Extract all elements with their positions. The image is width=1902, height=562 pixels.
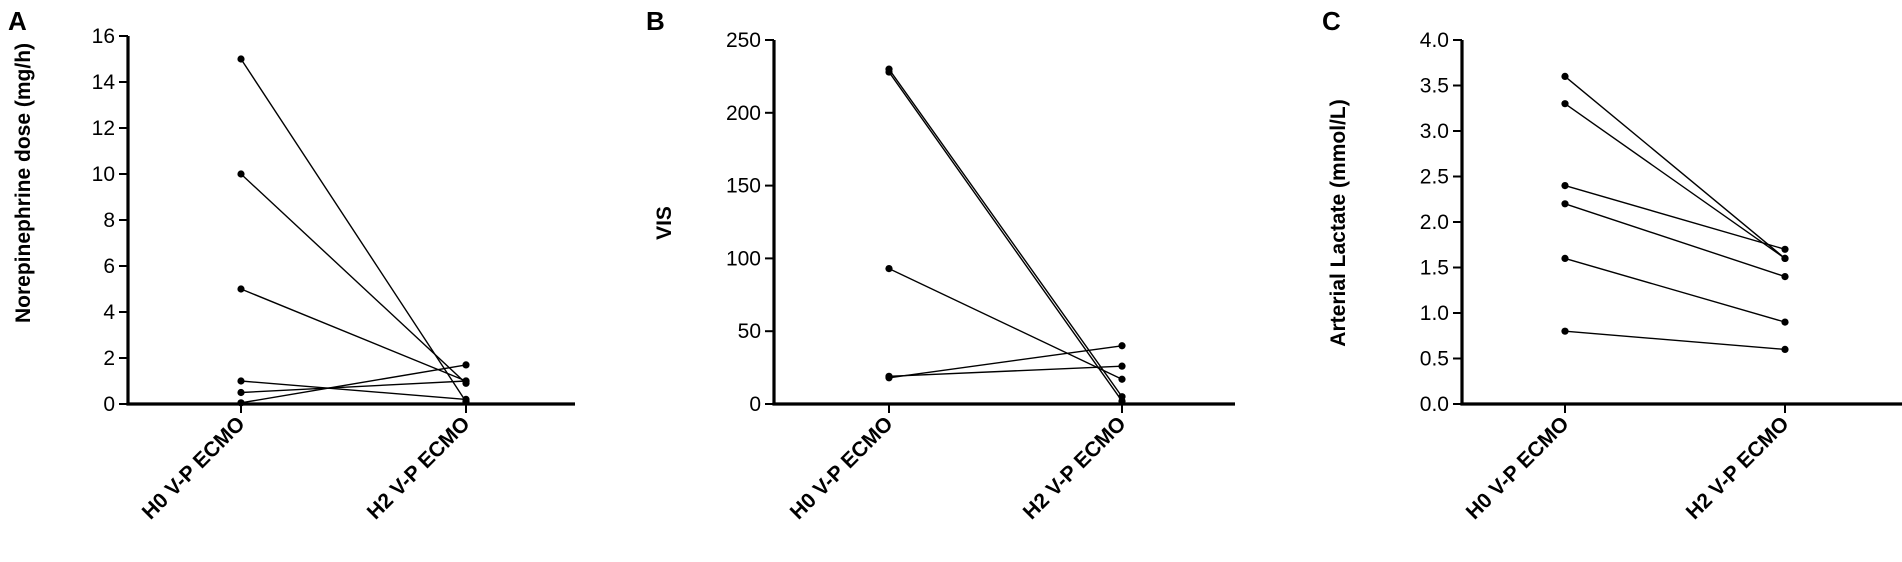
y-axis-label-b: VIS xyxy=(653,206,676,240)
y-tick-label-a-5: 10 xyxy=(92,163,115,186)
y-axis-label-c: Arterial Lactate (mmol/L) xyxy=(1327,99,1350,346)
y-tick-label-c-1: 0.5 xyxy=(1420,348,1449,371)
panel-letter-a: A xyxy=(8,6,27,36)
data-point-a-4-0 xyxy=(237,388,245,397)
data-point-b-4-1 xyxy=(1118,342,1126,350)
y-tick-label-a-4: 8 xyxy=(103,209,115,232)
series-line-a-4 xyxy=(240,380,467,394)
y-tick-label-a-7: 14 xyxy=(92,71,116,94)
y-tick-label-c-5: 2.5 xyxy=(1420,166,1449,189)
data-point-c-1-0 xyxy=(1561,100,1569,108)
data-point-c-0-0 xyxy=(1561,72,1569,80)
data-point-c-2-0 xyxy=(1561,182,1569,190)
data-point-a-5-1 xyxy=(462,361,470,369)
data-point-a-3-0 xyxy=(237,377,245,385)
data-point-c-3-1 xyxy=(1781,273,1789,281)
data-point-b-1-1 xyxy=(1118,397,1126,405)
series-line-a-0 xyxy=(240,58,467,403)
data-point-b-3-1 xyxy=(1118,362,1126,370)
panel-letter-b: B xyxy=(646,6,665,36)
series-line-a-5 xyxy=(240,364,467,404)
series-line-c-5 xyxy=(1564,330,1786,351)
y-tick-label-c-4: 2.0 xyxy=(1420,211,1449,234)
y-tick-label-c-6: 3.0 xyxy=(1420,120,1449,143)
x-tick-label-c-h0: H0 V-P ECMO xyxy=(1462,412,1574,524)
x-tick-label-a-h0: H0 V-P ECMO xyxy=(138,412,250,524)
data-point-c-5-0 xyxy=(1561,327,1569,335)
series-line-b-4 xyxy=(888,345,1123,379)
data-point-a-2-0 xyxy=(237,285,245,293)
data-point-b-2-0 xyxy=(885,264,893,273)
y-tick-label-a-1: 2 xyxy=(103,347,115,370)
y-tick-label-c-3: 1.5 xyxy=(1420,257,1449,280)
data-point-a-1-0 xyxy=(237,170,245,178)
data-point-c-4-1 xyxy=(1781,318,1789,326)
series-line-a-1 xyxy=(240,173,467,384)
data-point-c-3-0 xyxy=(1561,200,1569,208)
data-point-b-2-1 xyxy=(1118,375,1126,383)
data-point-b-1-0 xyxy=(885,68,893,76)
data-point-c-4-0 xyxy=(1561,254,1569,262)
series-line-b-2 xyxy=(888,267,1123,380)
y-tick-label-b-1: 50 xyxy=(738,320,761,343)
series-line-c-0 xyxy=(1564,75,1786,259)
data-point-a-5-0 xyxy=(237,399,245,407)
series-line-a-3 xyxy=(240,380,467,401)
y-tick-label-b-2: 100 xyxy=(726,247,761,270)
panel-c: C Arterial Lactate (mmol/L) 0.0 0.5 1.0 1.5… xyxy=(1322,6,1902,524)
series-line-b-3 xyxy=(888,365,1123,378)
data-point-a-3-1 xyxy=(462,395,470,403)
y-tick-label-b-4: 200 xyxy=(726,102,761,125)
y-tick-label-a-6: 12 xyxy=(92,117,115,140)
y-tick-label-c-7: 3.5 xyxy=(1420,75,1449,98)
y-tick-label-a-3: 6 xyxy=(103,255,115,278)
data-point-a-4-1 xyxy=(462,377,470,385)
x-tick-label-b-h0: H0 V-P ECMO xyxy=(786,412,898,524)
y-tick-label-b-5: 250 xyxy=(726,29,761,52)
series-line-c-1 xyxy=(1564,103,1786,259)
y-tick-label-a-8: 16 xyxy=(92,25,115,48)
panel-letter-c: C xyxy=(1322,6,1341,36)
series-line-a-2 xyxy=(240,288,467,382)
data-point-c-5-1 xyxy=(1781,345,1789,353)
x-tick-label-b-h2: H2 V-P ECMO xyxy=(1019,412,1131,524)
x-tick-label-c-h2: H2 V-P ECMO xyxy=(1682,412,1794,524)
data-point-a-0-0 xyxy=(237,55,245,63)
data-point-c-2-1 xyxy=(1781,245,1789,253)
y-tick-label-a-2: 4 xyxy=(103,301,115,324)
y-tick-label-c-0: 0.0 xyxy=(1420,393,1449,416)
series-line-c-3 xyxy=(1564,203,1786,278)
y-tick-label-b-0: 0 xyxy=(749,393,761,416)
series-line-c-4 xyxy=(1564,257,1786,323)
y-tick-label-b-3: 150 xyxy=(726,175,761,198)
data-point-c-1-1 xyxy=(1781,254,1789,262)
y-tick-label-a-0: 0 xyxy=(103,393,115,416)
x-tick-label-a-h2: H2 V-P ECMO xyxy=(363,412,475,524)
data-point-b-4-0 xyxy=(885,374,893,382)
panel-b: B VIS 0 50 100 150 200 250 H0 V-P ECMO H2 V-P… xyxy=(646,6,1235,524)
series-line-b-0 xyxy=(888,68,1123,398)
panel-a: A Norepinephrine dose (mg/h) 0 2 4 6 8 10 12 14… xyxy=(8,6,575,524)
y-tick-label-c-8: 4.0 xyxy=(1420,29,1449,52)
series-line-c-2 xyxy=(1564,184,1786,250)
y-axis-label-a: Norepinephrine dose (mg/h) xyxy=(12,43,35,323)
series-line-b-1 xyxy=(888,71,1123,402)
y-tick-label-c-2: 1.0 xyxy=(1420,302,1449,325)
